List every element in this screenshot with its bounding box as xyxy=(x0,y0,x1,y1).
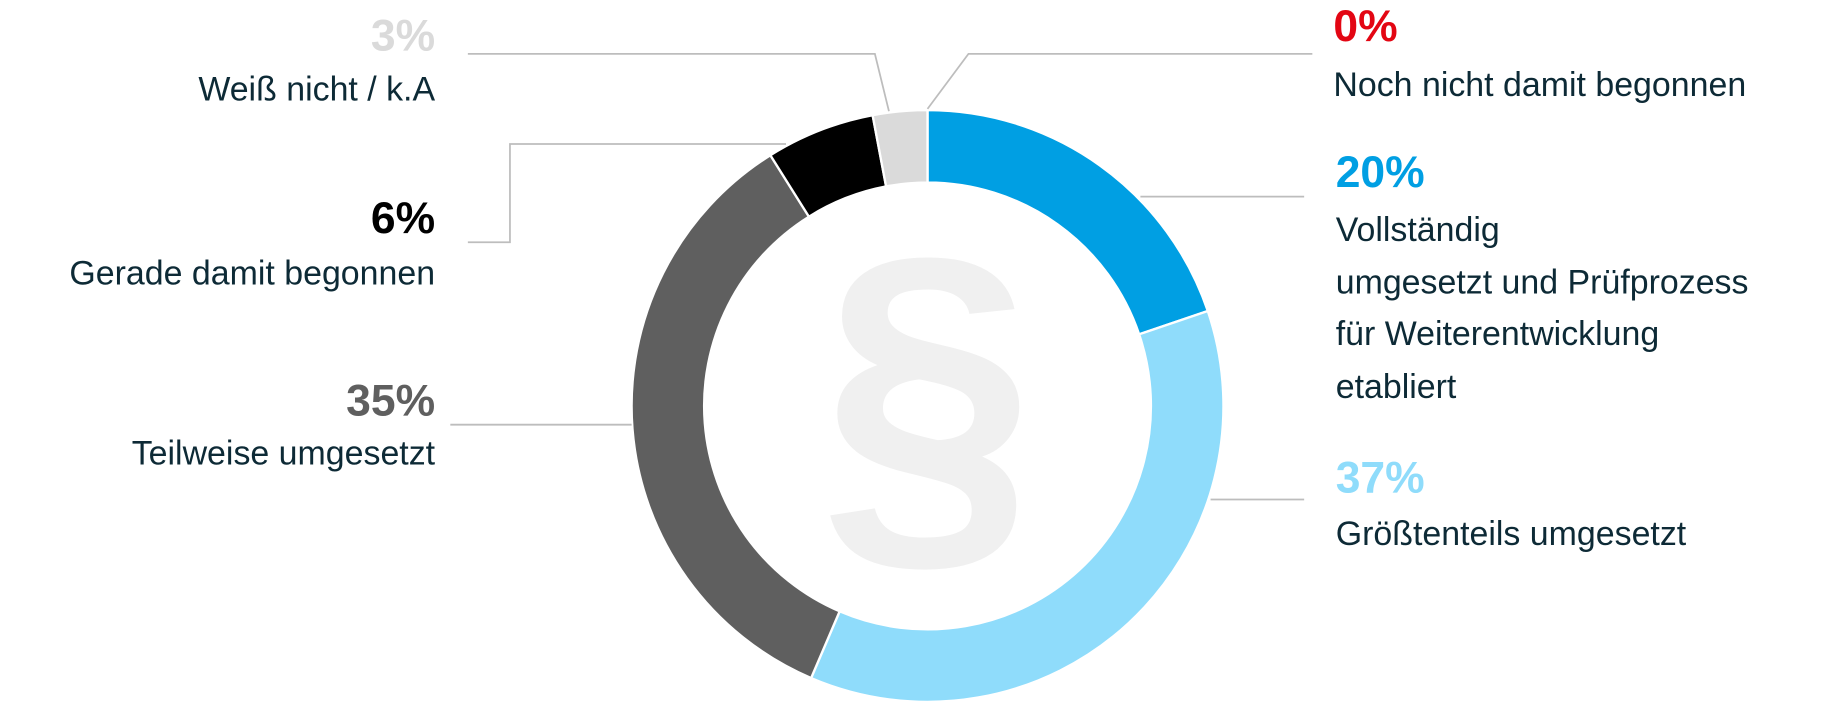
leader-line xyxy=(926,53,1313,110)
category-label: Größtenteils umgesetzt xyxy=(1336,515,1687,553)
category-label: Gerade damit begonnen xyxy=(69,254,435,292)
value-label: 35% xyxy=(346,376,435,425)
center-symbol: § xyxy=(820,177,1035,608)
category-label: für Weiterentwicklung xyxy=(1336,315,1660,353)
leader-line xyxy=(467,143,786,244)
category-label: umgesetzt und Prüfprozess xyxy=(1336,264,1749,302)
leader-line xyxy=(467,53,890,112)
value-label: 20% xyxy=(1336,148,1425,197)
category-label: Noch nicht damit begonnen xyxy=(1333,66,1746,104)
value-label: 6% xyxy=(371,194,435,243)
category-label: Teilweise umgesetzt xyxy=(132,434,436,472)
value-label: 3% xyxy=(371,11,435,60)
donut-slice xyxy=(630,153,842,680)
category-label: etabliert xyxy=(1336,368,1457,406)
category-label: Weiß nicht / k.A xyxy=(198,71,435,109)
value-label: 37% xyxy=(1336,454,1425,503)
category-label: Vollständig xyxy=(1336,211,1500,249)
donut-slice xyxy=(809,309,1225,702)
donut-slice xyxy=(871,108,929,188)
value-label: 0% xyxy=(1333,2,1397,51)
